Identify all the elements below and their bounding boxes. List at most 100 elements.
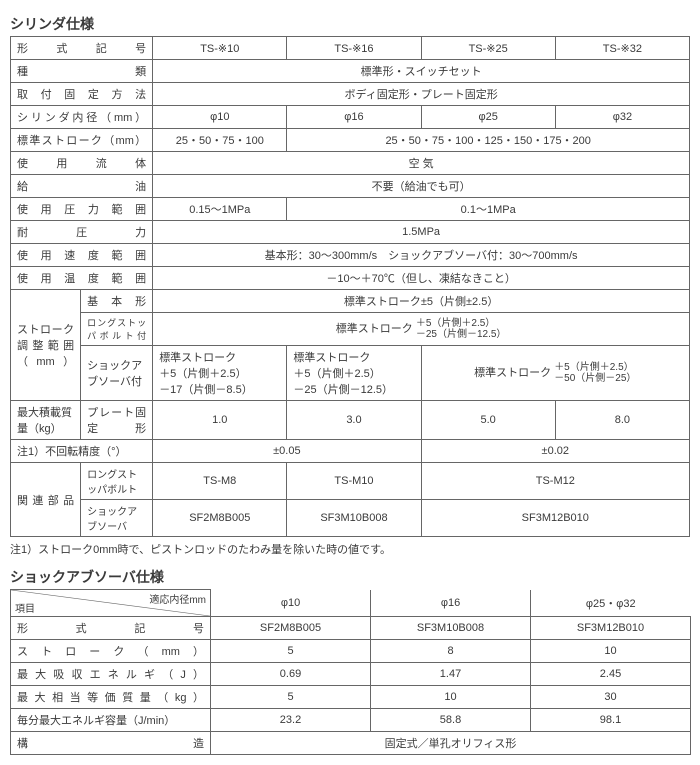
pre: 標準ストローク (474, 367, 551, 379)
a: ＋5（片側＋2.5） (554, 362, 633, 373)
value: ボディ固定形・プレート固定形 (153, 83, 690, 106)
label: ロングストッパボルト (81, 463, 153, 500)
col-1: φ10 (211, 590, 371, 617)
v234: 0.1～1MPa (287, 198, 690, 221)
table1-note: 注1）ストローク0mm時で、ピストンロッドのたわみ量を除いた時の値です。 (10, 541, 690, 557)
row-load: 最大積載質量（kg） プレート固定形 1.0 3.0 5.0 8.0 (11, 401, 690, 440)
label: ショックアブソーバ付 (81, 346, 153, 401)
label: ショックアブソーバ (81, 500, 153, 537)
row-stroke: 標準ストローク（mm） 25・50・75・100 25・50・75・100・12… (11, 129, 690, 152)
row-parts-bolt: 関連部品 ロングストッパボルト TS-M8 TS-M10 TS-M12 (11, 463, 690, 500)
value: 標準形・スイッチセット (153, 60, 690, 83)
v2: TS-M10 (287, 463, 421, 500)
diag-bottom: 項目 (15, 600, 35, 615)
value: 標準ストローク±5（片側±2.5） (153, 290, 690, 313)
pre: 標準ストローク (336, 323, 413, 335)
table1-title: シリンダ仕様 (10, 14, 690, 34)
v12: ±0.05 (153, 440, 421, 463)
v34: ±0.02 (421, 440, 689, 463)
label: 耐圧力 (11, 221, 153, 244)
label: 給油 (11, 175, 153, 198)
v2: 58.8 (371, 709, 531, 732)
group-label: 最大積載質量（kg） (11, 401, 81, 440)
v3: SF3M12B010 (531, 617, 691, 640)
v3: 10 (531, 640, 691, 663)
v1: 5 (211, 686, 371, 709)
value: 不要（給油でも可） (153, 175, 690, 198)
value: 空 気 (153, 152, 690, 175)
row-mount: 取付固定方法 ボディ固定形・プレート固定形 (11, 83, 690, 106)
row-struct: 構造 固定式／単孔オリフィス形 (11, 732, 691, 755)
label: 構造 (11, 732, 211, 755)
row-proof: 耐圧力 1.5MPa (11, 221, 690, 244)
v1: 25・50・75・100 (153, 129, 287, 152)
label: 使用速度範囲 (11, 244, 153, 267)
row-mass: 最大相当等価質量（kg） 5 10 30 (11, 686, 691, 709)
value: －10～＋70℃（但し、凍結なきこと） (153, 267, 690, 290)
row-adj-basic: ストローク調整範囲（mm） 基本形 標準ストローク±5（片側±2.5） (11, 290, 690, 313)
label: ストローク（mm） (11, 640, 211, 663)
row-adj-long: ロングストッパボルト付 標準ストローク ＋5（片側＋2.5） －25（片側－12… (11, 313, 690, 346)
b: －25（片側－12.5） (416, 329, 507, 340)
row-speed: 使用速度範囲 基本形：30～300mm/s ショックアブソーバ付：30～700m… (11, 244, 690, 267)
row-energy: 最大吸収エネルギ（J） 0.69 1.47 2.45 (11, 663, 691, 686)
v3: 30 (531, 686, 691, 709)
label: 毎分最大エネルギ容量（J/min） (11, 709, 211, 732)
v2: 8 (371, 640, 531, 663)
v3: 98.1 (531, 709, 691, 732)
cylinder-spec-table: 形式記号 TS-※10 TS-※16 TS-※25 TS-※32 種類 標準形・… (10, 36, 690, 537)
group-label: ストローク調整範囲（mm） (11, 290, 81, 401)
label: 取付固定方法 (11, 83, 153, 106)
diag-top: 適応内径mm (149, 591, 206, 606)
v234: 25・50・75・100・125・150・175・200 (287, 129, 690, 152)
v3: 2.45 (531, 663, 691, 686)
group-label: 関連部品 (11, 463, 81, 537)
value: 標準ストローク ＋5（片側＋2.5） －25（片側－12.5） (153, 313, 690, 346)
label: 注1）不回転精度（°） (11, 440, 153, 463)
label: ロングストッパボルト付 (81, 313, 153, 346)
v2: φ16 (287, 106, 421, 129)
v34: SF3M12B010 (421, 500, 689, 537)
col-3: φ25・φ32 (531, 590, 691, 617)
v3: φ25 (421, 106, 555, 129)
v1: 1.0 (153, 401, 287, 440)
a: ＋5（片側＋2.5） (416, 318, 495, 329)
v1: SF2M8B005 (153, 500, 287, 537)
label: 基本形 (81, 290, 153, 313)
row-stroke: ストローク（mm） 5 8 10 (11, 640, 691, 663)
diag-header: 適応内径mm 項目 (11, 590, 211, 617)
col-1: TS-※10 (153, 37, 287, 60)
row-fluid: 使用流体 空 気 (11, 152, 690, 175)
header-row: 形式記号 TS-※10 TS-※16 TS-※25 TS-※32 (11, 37, 690, 60)
v1: 0.15～1MPa (153, 198, 287, 221)
v1: 0.69 (211, 663, 371, 686)
absorber-spec-table: 適応内径mm 項目 φ10 φ16 φ25・φ32 形式記号 SF2M8B005… (10, 589, 691, 755)
label: 使用温度範囲 (11, 267, 153, 290)
label: プレート固定形 (81, 401, 153, 440)
v2: 10 (371, 686, 531, 709)
v1: 23.2 (211, 709, 371, 732)
row-parts-absorber: ショックアブソーバ SF2M8B005 SF3M10B008 SF3M12B01… (11, 500, 690, 537)
v2: 3.0 (287, 401, 421, 440)
v34: TS-M12 (421, 463, 689, 500)
v1: TS-M8 (153, 463, 287, 500)
value: 基本形：30～300mm/s ショックアブソーバ付：30～700mm/s (153, 244, 690, 267)
header-label: 形式記号 (11, 37, 153, 60)
v1: φ10 (153, 106, 287, 129)
value: 1.5MPa (153, 221, 690, 244)
b: －50（片側－25） (554, 373, 636, 384)
col-3: TS-※25 (421, 37, 555, 60)
label: シリンダ内径（mm） (11, 106, 153, 129)
col-2: TS-※16 (287, 37, 421, 60)
col-4: TS-※32 (555, 37, 689, 60)
value: 固定式／単孔オリフィス形 (211, 732, 691, 755)
label: 最大相当等価質量（kg） (11, 686, 211, 709)
row-model: 形式記号 SF2M8B005 SF3M10B008 SF3M12B010 (11, 617, 691, 640)
c2: 標準ストローク ＋5（片側＋2.5） －25（片側－12.5） (287, 346, 421, 401)
v1: SF2M8B005 (211, 617, 371, 640)
v3: 5.0 (421, 401, 555, 440)
row-type: 種類 標準形・スイッチセット (11, 60, 690, 83)
row-permin: 毎分最大エネルギ容量（J/min） 23.2 58.8 98.1 (11, 709, 691, 732)
row-lube: 給油 不要（給油でも可） (11, 175, 690, 198)
row-adj-shock: ショックアブソーバ付 標準ストローク ＋5（片側＋2.5） －17（片側－8.5… (11, 346, 690, 401)
